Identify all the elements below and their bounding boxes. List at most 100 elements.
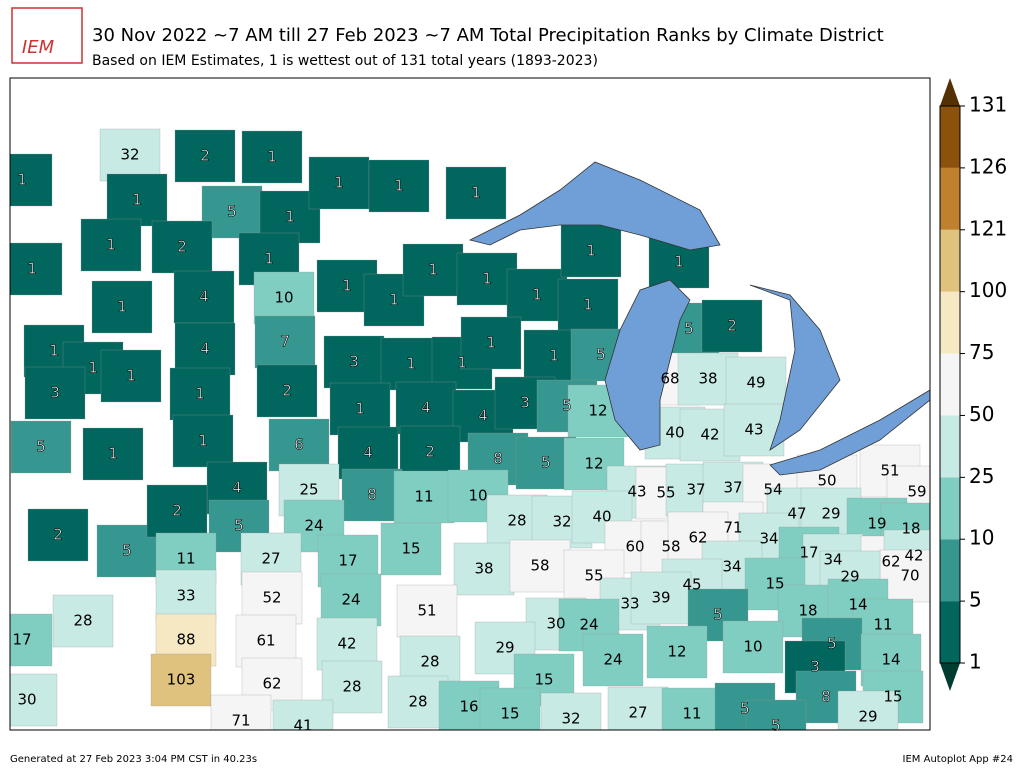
district [99, 128, 161, 182]
district-rank: 1 [334, 174, 344, 192]
district-rank: 3 [520, 394, 530, 412]
lake [749, 284, 841, 451]
district-rank: 14 [848, 596, 867, 614]
district-rank: 12 [667, 643, 686, 661]
district-rank: 5 [827, 635, 837, 653]
district-rank: 1 [88, 359, 98, 377]
district [387, 675, 449, 729]
district [9, 613, 53, 667]
district-rank: 12 [588, 402, 607, 420]
district-rank: 11 [682, 705, 701, 723]
district-rank: 24 [603, 651, 622, 669]
district-rank: 8 [821, 688, 831, 706]
colorbar-under [940, 663, 960, 691]
district-rank: 27 [261, 550, 280, 568]
district-rank: 11 [176, 550, 195, 568]
district-rank: 6 [294, 436, 304, 454]
district [341, 468, 403, 522]
district [210, 694, 272, 731]
colorbar-segment [940, 477, 960, 540]
district [9, 153, 53, 207]
district-rank: 34 [722, 558, 741, 576]
district-rank: 41 [293, 717, 312, 735]
district-rank: 1 [549, 347, 559, 365]
district [560, 224, 622, 278]
district [380, 522, 442, 576]
district-rank: 3 [349, 353, 359, 371]
district [323, 335, 385, 389]
district [396, 584, 458, 638]
district [254, 315, 316, 369]
district-rank: 1 [198, 432, 208, 450]
district-rank: 58 [530, 557, 549, 575]
district [661, 687, 723, 731]
district-rank: 1 [471, 184, 481, 202]
district-rank: 2 [425, 443, 435, 461]
district [380, 337, 442, 391]
district [701, 299, 763, 353]
district-rank: 11 [414, 488, 433, 506]
district [395, 381, 457, 435]
district [27, 508, 89, 562]
title: 30 Nov 2022 ~7 AM till 27 Feb 2023 ~7 AM… [92, 25, 884, 46]
district-rank: 38 [698, 370, 717, 388]
district-rank: 43 [627, 483, 646, 501]
district-rank: 5 [562, 397, 572, 415]
district [106, 173, 168, 227]
district-rank: 24 [341, 591, 360, 609]
district [173, 270, 235, 324]
district-rank: 43 [744, 421, 763, 439]
district-rank: 16 [459, 698, 478, 716]
district-rank: 15 [534, 671, 553, 689]
district-rank: 8 [367, 486, 377, 504]
district-rank: 1 [532, 286, 542, 304]
district [172, 414, 234, 468]
district [24, 366, 86, 420]
colorbar-segment [940, 106, 960, 168]
district-rank: 4 [478, 407, 488, 425]
district-rank: 37 [723, 479, 742, 497]
district-rank: 1 [428, 261, 438, 279]
district-rank: 3 [50, 384, 60, 402]
district-rank: 71 [231, 712, 250, 730]
district-rank: 1 [126, 367, 136, 385]
district-rank: 2 [53, 526, 63, 544]
district [402, 243, 464, 297]
district-rank: 49 [746, 374, 765, 392]
district-rank: 5 [122, 542, 132, 560]
colorbar-tick-label: 131 [969, 93, 1007, 117]
district-rank: 17 [799, 544, 818, 562]
district-rank: 28 [342, 678, 361, 696]
district-rank: 5 [227, 203, 237, 221]
district-rank: 71 [723, 519, 742, 537]
district-rank: 59 [907, 483, 926, 501]
district-rank: 42 [904, 547, 923, 565]
district-rank: 14 [881, 651, 900, 669]
district [557, 278, 619, 332]
colorbar-segment [940, 539, 960, 602]
district-rank: 28 [420, 653, 439, 671]
district [241, 130, 303, 184]
colorbar-segment [940, 415, 960, 478]
district [9, 242, 63, 296]
district-rank: 103 [167, 671, 196, 689]
district-rank: 1 [389, 291, 399, 309]
district-rank: 24 [579, 616, 598, 634]
colorbar-over [940, 78, 960, 106]
district-rank: 18 [798, 602, 817, 620]
district-rank: 5 [36, 438, 46, 456]
colorbar-tick-label: 1 [969, 650, 982, 674]
colorbar-tick-label: 25 [969, 464, 994, 488]
district-rank: 17 [12, 631, 31, 649]
district-rank: 42 [700, 426, 719, 444]
district-rank: 61 [256, 632, 275, 650]
district-rank: 33 [620, 595, 639, 613]
district [445, 166, 507, 220]
district-rank: 42 [337, 635, 356, 653]
district [272, 699, 334, 731]
district [630, 571, 692, 625]
district [582, 633, 644, 687]
